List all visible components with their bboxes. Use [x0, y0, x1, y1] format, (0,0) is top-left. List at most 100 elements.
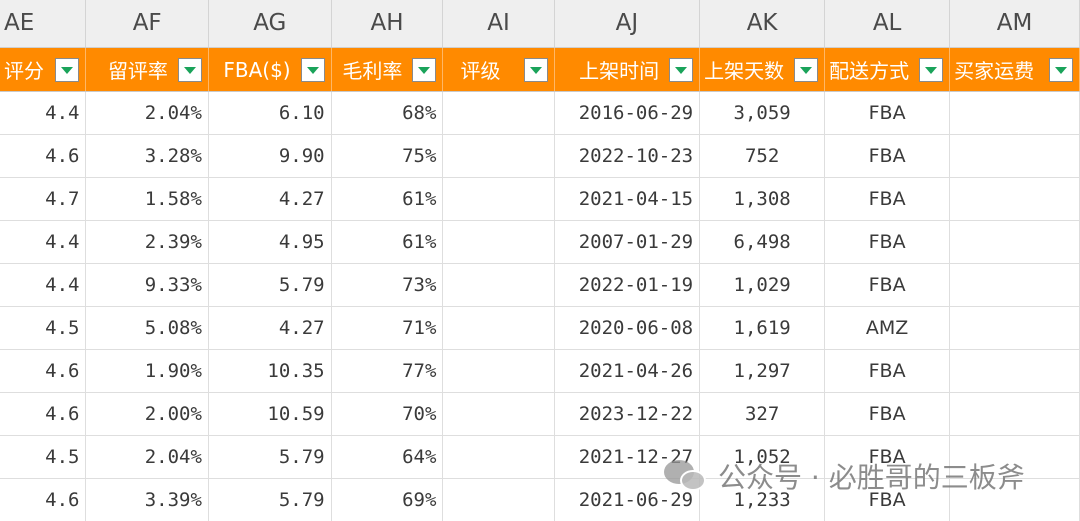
cell-gross-margin[interactable]: 64%	[331, 435, 444, 479]
cell-listing-days[interactable]: 1,308	[699, 177, 826, 221]
cell-fba-fee[interactable]: 10.35	[208, 349, 332, 393]
cell-fba-fee[interactable]: 5.79	[208, 478, 332, 521]
cell-review-rate[interactable]: 3.28%	[85, 134, 209, 178]
cell-grade[interactable]	[442, 392, 555, 436]
cell-listing-date[interactable]: 2021-12-27	[554, 435, 701, 479]
header-review-rate[interactable]: 留评率	[85, 47, 209, 92]
cell-listing-days[interactable]: 3,059	[699, 91, 826, 135]
cell-listing-date[interactable]: 2022-01-19	[554, 263, 701, 307]
cell-gross-margin[interactable]: 61%	[331, 220, 444, 264]
cell-fulfillment[interactable]: FBA	[824, 435, 951, 479]
column-letter-am[interactable]: AM	[949, 0, 1080, 48]
cell-grade[interactable]	[442, 91, 555, 135]
cell-rating[interactable]: 4.5	[0, 435, 87, 479]
cell-rating[interactable]: 4.6	[0, 134, 87, 178]
cell-fulfillment[interactable]: FBA	[824, 91, 951, 135]
cell-listing-date[interactable]: 2021-06-29	[554, 478, 701, 521]
cell-fulfillment[interactable]: FBA	[824, 220, 951, 264]
cell-listing-date[interactable]: 2016-06-29	[554, 91, 701, 135]
cell-listing-date[interactable]: 2020-06-08	[554, 306, 701, 350]
cell-listing-date[interactable]: 2021-04-26	[554, 349, 701, 393]
cell-gross-margin[interactable]: 73%	[331, 263, 444, 307]
cell-buyer-shipping[interactable]	[949, 177, 1080, 221]
cell-gross-margin[interactable]: 69%	[331, 478, 444, 521]
cell-rating[interactable]: 4.6	[0, 478, 87, 521]
cell-fulfillment[interactable]: FBA	[824, 349, 951, 393]
cell-listing-date[interactable]: 2021-04-15	[554, 177, 701, 221]
cell-fba-fee[interactable]: 4.27	[208, 177, 332, 221]
cell-listing-days[interactable]: 1,029	[699, 263, 826, 307]
column-letter-ai[interactable]: AI	[442, 0, 555, 48]
cell-gross-margin[interactable]: 61%	[331, 177, 444, 221]
cell-listing-days[interactable]: 1,297	[699, 349, 826, 393]
cell-gross-margin[interactable]: 77%	[331, 349, 444, 393]
cell-listing-date[interactable]: 2007-01-29	[554, 220, 701, 264]
cell-grade[interactable]	[442, 177, 555, 221]
filter-dropdown-icon[interactable]	[177, 57, 202, 82]
cell-listing-days[interactable]: 752	[699, 134, 826, 178]
cell-listing-date[interactable]: 2023-12-22	[554, 392, 701, 436]
cell-gross-margin[interactable]: 71%	[331, 306, 444, 350]
cell-grade[interactable]	[442, 220, 555, 264]
cell-rating[interactable]: 4.5	[0, 306, 87, 350]
cell-fba-fee[interactable]: 10.59	[208, 392, 332, 436]
filter-dropdown-icon[interactable]	[669, 57, 694, 82]
cell-fba-fee[interactable]: 5.79	[208, 435, 332, 479]
filter-dropdown-icon[interactable]	[1049, 57, 1073, 82]
cell-fulfillment[interactable]: FBA	[824, 392, 951, 436]
cell-fba-fee[interactable]: 4.27	[208, 306, 332, 350]
header-listing-days[interactable]: 上架天数	[699, 47, 826, 92]
cell-buyer-shipping[interactable]	[949, 91, 1080, 135]
column-letter-ae[interactable]: AE	[0, 0, 87, 48]
column-letter-al[interactable]: AL	[824, 0, 951, 48]
cell-rating[interactable]: 4.6	[0, 349, 87, 393]
cell-fulfillment[interactable]: FBA	[824, 134, 951, 178]
cell-gross-margin[interactable]: 70%	[331, 392, 444, 436]
cell-listing-days[interactable]: 1,052	[699, 435, 826, 479]
cell-grade[interactable]	[442, 349, 555, 393]
cell-rating[interactable]: 4.4	[0, 263, 87, 307]
filter-dropdown-icon[interactable]	[523, 57, 548, 82]
header-fulfillment[interactable]: 配送方式	[824, 47, 951, 92]
header-grade[interactable]: 评级	[442, 47, 555, 92]
cell-fulfillment[interactable]: FBA	[824, 263, 951, 307]
cell-review-rate[interactable]: 2.39%	[85, 220, 209, 264]
cell-fulfillment[interactable]: FBA	[824, 478, 951, 521]
cell-review-rate[interactable]: 3.39%	[85, 478, 209, 521]
cell-listing-days[interactable]: 6,498	[699, 220, 826, 264]
cell-grade[interactable]	[442, 306, 555, 350]
cell-buyer-shipping[interactable]	[949, 220, 1080, 264]
cell-fba-fee[interactable]: 5.79	[208, 263, 332, 307]
cell-buyer-shipping[interactable]	[949, 478, 1080, 521]
cell-buyer-shipping[interactable]	[949, 392, 1080, 436]
header-rating[interactable]: 评分	[0, 47, 87, 92]
cell-review-rate[interactable]: 2.00%	[85, 392, 209, 436]
cell-fulfillment[interactable]: FBA	[824, 177, 951, 221]
cell-rating[interactable]: 4.4	[0, 220, 87, 264]
cell-grade[interactable]	[442, 478, 555, 521]
column-letter-aj[interactable]: AJ	[554, 0, 701, 48]
cell-listing-date[interactable]: 2022-10-23	[554, 134, 701, 178]
header-buyer-shipping[interactable]: 买家运费	[949, 47, 1080, 92]
cell-rating[interactable]: 4.6	[0, 392, 87, 436]
cell-review-rate[interactable]: 2.04%	[85, 435, 209, 479]
cell-listing-days[interactable]: 1,619	[699, 306, 826, 350]
cell-review-rate[interactable]: 9.33%	[85, 263, 209, 307]
cell-grade[interactable]	[442, 263, 555, 307]
filter-dropdown-icon[interactable]	[412, 57, 437, 82]
cell-review-rate[interactable]: 2.04%	[85, 91, 209, 135]
column-letter-af[interactable]: AF	[85, 0, 209, 48]
cell-grade[interactable]	[442, 435, 555, 479]
filter-dropdown-icon[interactable]	[919, 57, 944, 82]
cell-gross-margin[interactable]: 75%	[331, 134, 444, 178]
column-letter-ah[interactable]: AH	[331, 0, 444, 48]
cell-fba-fee[interactable]: 9.90	[208, 134, 332, 178]
cell-fba-fee[interactable]: 4.95	[208, 220, 332, 264]
header-listing-date[interactable]: 上架时间	[554, 47, 701, 92]
filter-dropdown-icon[interactable]	[55, 57, 80, 82]
filter-dropdown-icon[interactable]	[794, 57, 819, 82]
cell-review-rate[interactable]: 1.90%	[85, 349, 209, 393]
cell-listing-days[interactable]: 1,233	[699, 478, 826, 521]
cell-buyer-shipping[interactable]	[949, 134, 1080, 178]
header-fba-fee[interactable]: FBA($)	[208, 47, 332, 92]
